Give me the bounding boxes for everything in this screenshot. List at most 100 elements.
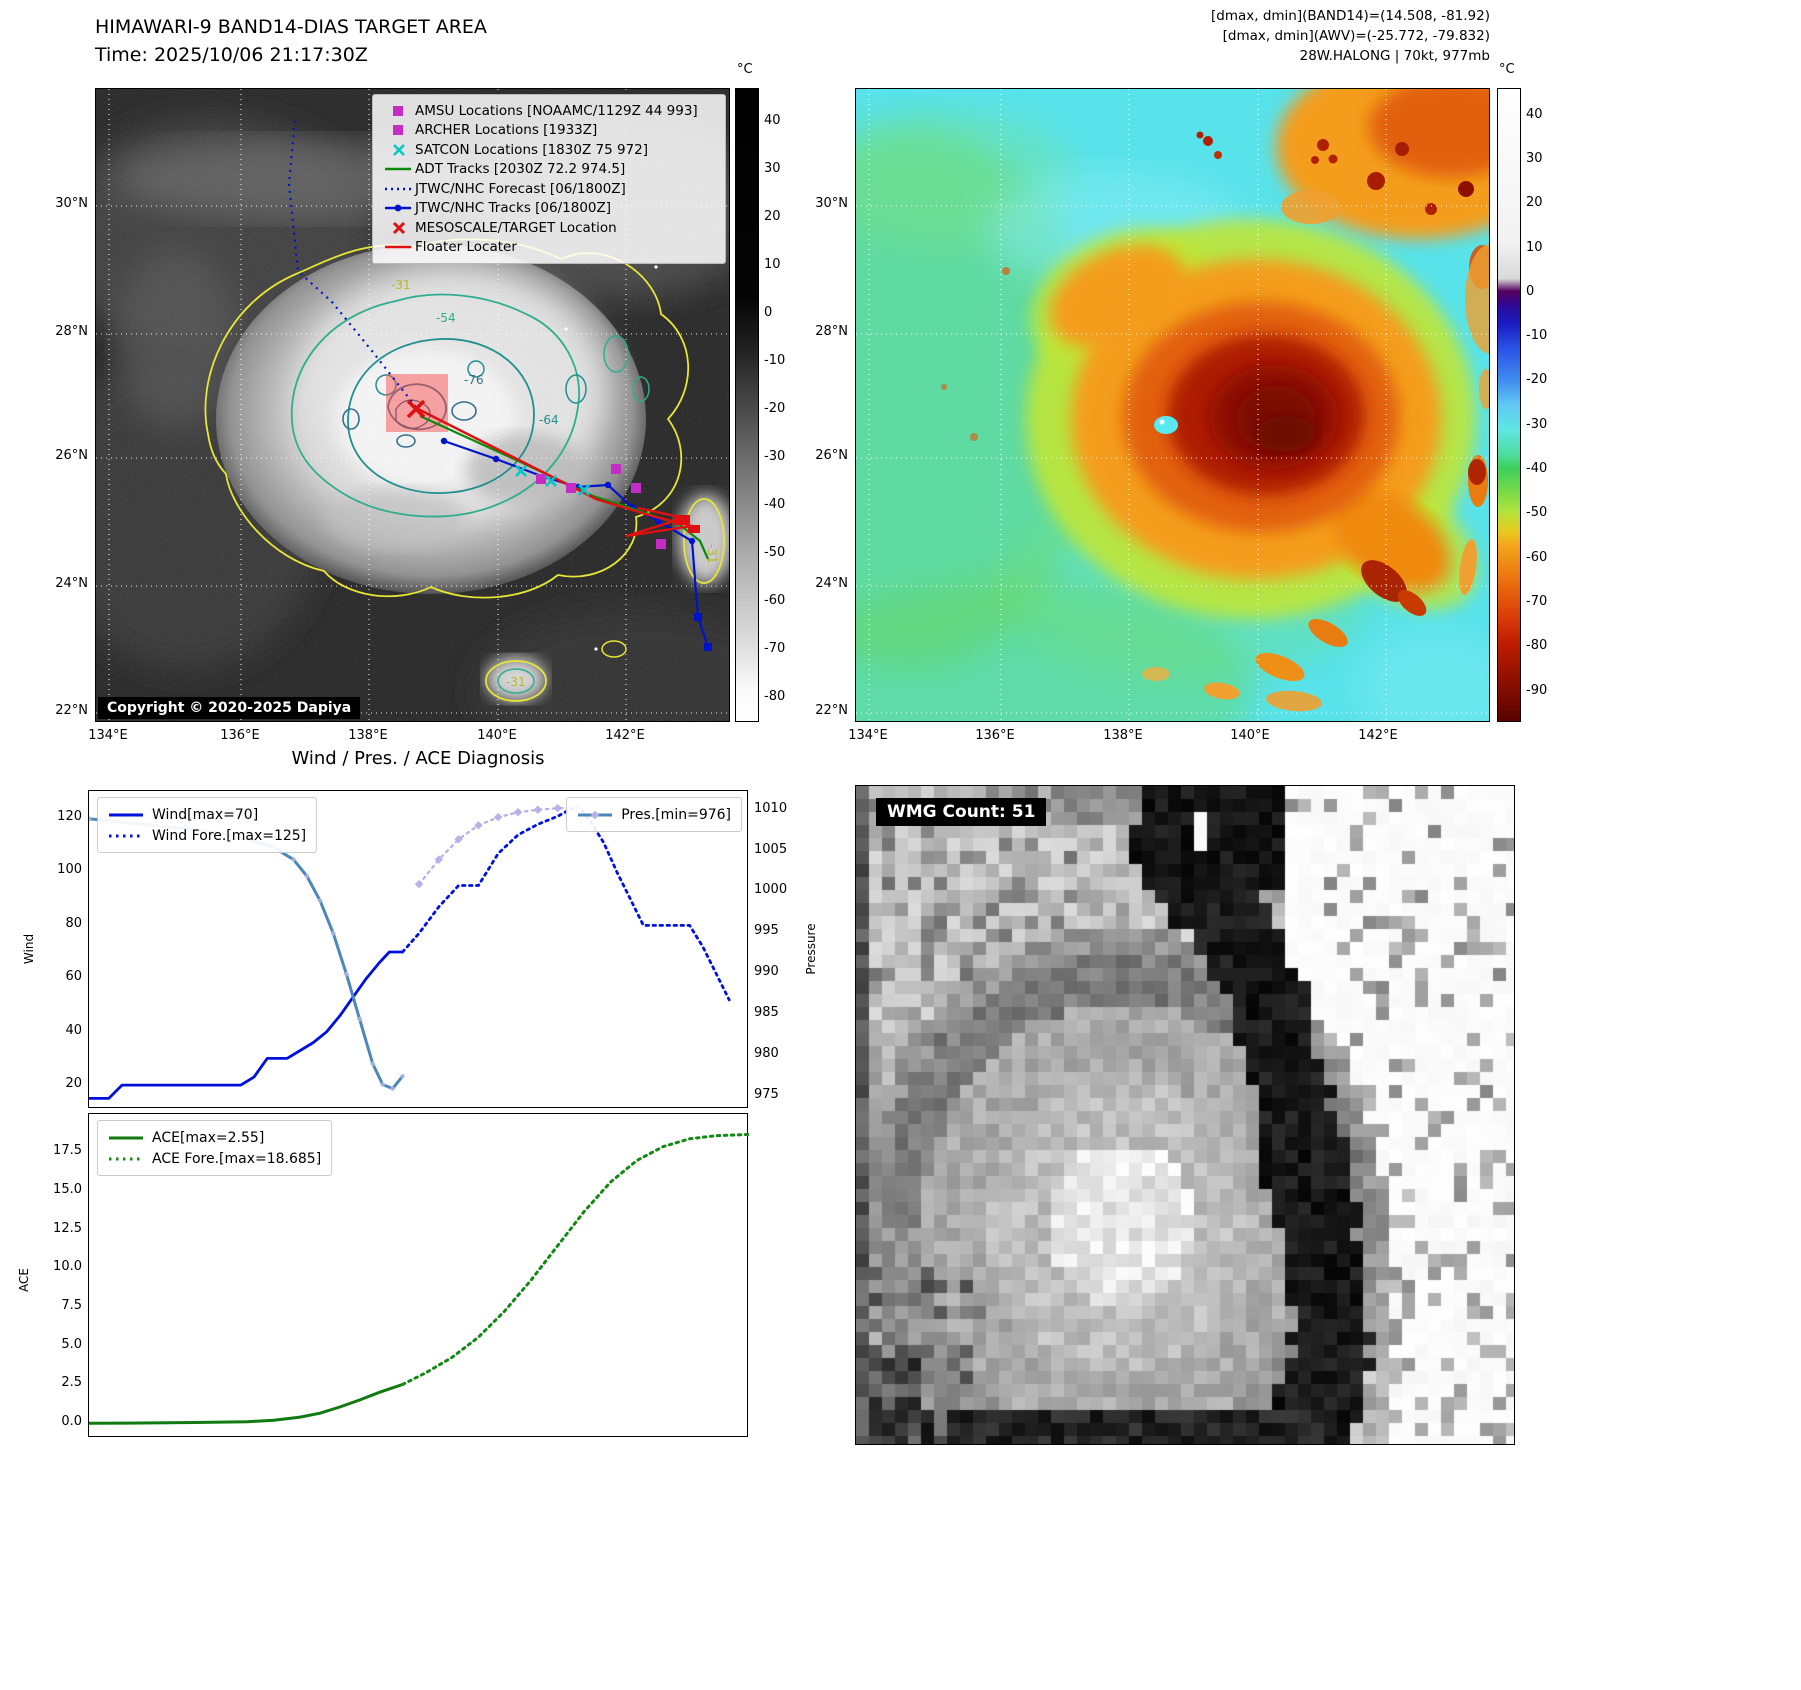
wind-ytick: 40 bbox=[65, 1023, 82, 1038]
awv-satellite-map bbox=[855, 88, 1490, 722]
pressure-legend: Pres.[min=976] bbox=[566, 797, 742, 832]
legend-item-adt: ADT Tracks [2030Z 72.2 974.5] bbox=[381, 160, 717, 180]
pressure-ytick: 1005 bbox=[754, 842, 788, 857]
svg-text:-31: -31 bbox=[506, 675, 526, 689]
tl-xtick: 138°E bbox=[348, 728, 388, 743]
pressure-ytick: 985 bbox=[754, 1005, 779, 1020]
ace-ytick: 7.5 bbox=[61, 1298, 82, 1313]
tl-ytick: 28°N bbox=[55, 324, 88, 339]
storm-eye bbox=[1154, 416, 1178, 434]
legend-item-amsu: AMSU Locations [NOAAMC/1129Z 44 993] bbox=[381, 101, 717, 121]
map-legend: AMSU Locations [NOAAMC/1129Z 44 993] ARC… bbox=[372, 94, 726, 264]
tl-cbar-tick: 40 bbox=[764, 113, 781, 128]
amsu-markers bbox=[536, 464, 666, 549]
tl-ytick: 24°N bbox=[55, 576, 88, 591]
tr-cbar-tick: -40 bbox=[1526, 461, 1548, 476]
diagnosis-title: Wind / Pres. / ACE Diagnosis bbox=[291, 748, 545, 769]
tl-xtick: 140°E bbox=[477, 728, 517, 743]
tr-cbar-tick: -70 bbox=[1526, 594, 1548, 609]
graticule bbox=[856, 89, 1489, 721]
wind-ytick: 80 bbox=[65, 916, 82, 931]
tl-ytick: 22°N bbox=[55, 703, 88, 718]
tl-cbar-tick: 10 bbox=[764, 257, 781, 272]
dmax-band14-label: [dmax, dmin](BAND14)=(14.508, -81.92) bbox=[1210, 8, 1490, 24]
tr-ytick: 28°N bbox=[815, 324, 848, 339]
tr-xtick: 136°E bbox=[975, 728, 1015, 743]
legend-item-mesoscale: MESOSCALE/TARGET Location bbox=[381, 218, 717, 238]
pressure-ytick: 990 bbox=[754, 964, 779, 979]
pressure-ytick: 1000 bbox=[754, 882, 788, 897]
blue-dotted-line-icon bbox=[381, 182, 415, 196]
contour-labels: -31 -54 -76 -64 -31 -31 bbox=[391, 278, 719, 689]
svg-text:-76: -76 bbox=[464, 373, 484, 387]
wmg-image bbox=[856, 786, 1514, 1444]
wind-legend: Wind[max=70] Wind Fore.[max=125] bbox=[97, 797, 318, 853]
wind-line-icon bbox=[108, 810, 144, 820]
ace-ytick: 2.5 bbox=[61, 1375, 82, 1390]
ace-ytick: 5.0 bbox=[61, 1337, 82, 1352]
magenta-square-icon bbox=[381, 104, 415, 118]
tr-ytick: 26°N bbox=[815, 448, 848, 463]
tr-cbar-tick: -30 bbox=[1526, 417, 1548, 432]
red-line-icon bbox=[381, 240, 415, 254]
pressure-ytick: 975 bbox=[754, 1087, 779, 1102]
dmax-awv-label: [dmax, dmin](AWV)=(-25.772, -79.832) bbox=[1222, 28, 1490, 44]
storm-intensity-label: 28W.HALONG | 70kt, 977mb bbox=[1299, 48, 1490, 64]
wind-ytick: 60 bbox=[65, 969, 82, 984]
band14-title: HIMAWARI-9 BAND14-DIAS TARGET AREA bbox=[95, 16, 487, 38]
ace-forecast-dotted-icon bbox=[108, 1154, 144, 1164]
tr-cbar-tick: -20 bbox=[1526, 372, 1548, 387]
wind-axis-label: Wind bbox=[22, 933, 36, 965]
tl-cbar-tick: -50 bbox=[764, 545, 786, 560]
tl-cbar-tick: -80 bbox=[764, 689, 786, 704]
ace-ytick: 17.5 bbox=[53, 1143, 82, 1158]
tl-cbar-tick: 0 bbox=[764, 305, 773, 320]
band14-satellite-map: -31 -54 -76 -64 -31 -31 bbox=[95, 88, 730, 722]
tl-cbar-tick: 30 bbox=[764, 161, 781, 176]
tl-xtick: 136°E bbox=[220, 728, 260, 743]
awv-colorbar bbox=[1497, 88, 1521, 722]
wmg-panel: WMG Count: 51 bbox=[855, 785, 1515, 1445]
magenta-square-icon bbox=[381, 123, 415, 137]
pressure-axis-label: Pressure bbox=[804, 923, 818, 975]
cyan-x-icon bbox=[381, 143, 415, 157]
legend-item-satcon: SATCON Locations [1830Z 75 972] bbox=[381, 140, 717, 160]
wind-pressure-chart: Wind[max=70] Wind Fore.[max=125] Pres.[m… bbox=[88, 790, 748, 1108]
svg-text:-31: -31 bbox=[391, 278, 411, 292]
tl-colorbar-unit: °C bbox=[737, 62, 753, 77]
tr-xtick: 140°E bbox=[1230, 728, 1270, 743]
tr-cbar-tick: 30 bbox=[1526, 151, 1543, 166]
tr-cbar-tick: -50 bbox=[1526, 505, 1548, 520]
satcon-markers bbox=[515, 465, 590, 496]
tr-cbar-tick: -60 bbox=[1526, 550, 1548, 565]
copyright-label: Copyright © 2020-2025 Dapiya bbox=[98, 697, 361, 719]
pressure-ytick: 995 bbox=[754, 923, 779, 938]
wind-forecast-dotted-icon bbox=[108, 831, 144, 841]
ace-axis-label: ACE bbox=[17, 1268, 31, 1292]
awv-map-image bbox=[856, 89, 1489, 721]
svg-text:-64: -64 bbox=[539, 413, 559, 427]
target-area-box bbox=[386, 374, 448, 432]
speckles bbox=[564, 265, 658, 651]
band14-colorbar bbox=[735, 88, 759, 722]
ace-chart: ACE[max=2.55] ACE Fore.[max=18.685] bbox=[88, 1113, 749, 1437]
tl-ytick: 30°N bbox=[55, 196, 88, 211]
pressure-ytick: 980 bbox=[754, 1046, 779, 1061]
tl-cbar-tick: -60 bbox=[764, 593, 786, 608]
legend-item-floater: Floater Locater bbox=[381, 238, 717, 258]
svg-text:-31: -31 bbox=[705, 544, 719, 564]
green-line-icon bbox=[381, 162, 415, 176]
tl-cbar-tick: -70 bbox=[764, 641, 786, 656]
wind-ytick: 100 bbox=[57, 862, 82, 877]
ace-ytick: 0.0 bbox=[61, 1414, 82, 1429]
ace-ytick: 15.0 bbox=[53, 1182, 82, 1197]
tr-cbar-tick: -80 bbox=[1526, 638, 1548, 653]
wmg-count-label: WMG Count: 51 bbox=[876, 798, 1047, 826]
pressure-line-icon bbox=[577, 809, 613, 821]
tr-cbar-tick: -10 bbox=[1526, 328, 1548, 343]
mesoscale-target-marker bbox=[406, 399, 426, 419]
tr-colorbar-unit: °C bbox=[1499, 62, 1515, 77]
red-x-icon bbox=[381, 221, 415, 235]
tr-cbar-tick: -90 bbox=[1526, 683, 1548, 698]
